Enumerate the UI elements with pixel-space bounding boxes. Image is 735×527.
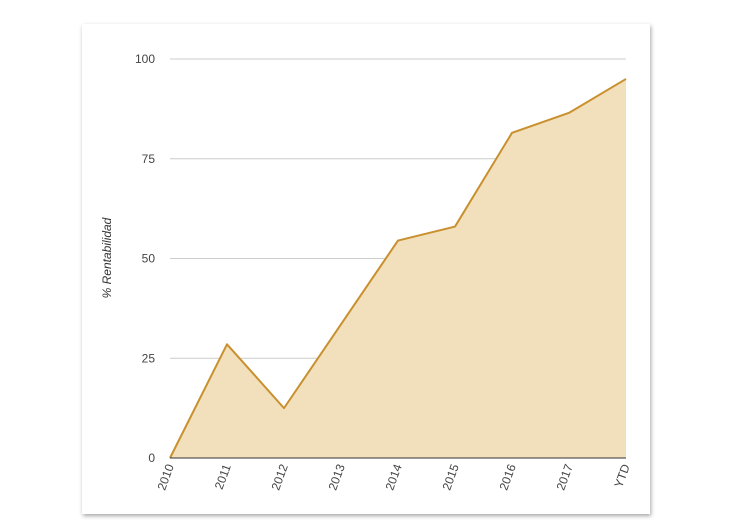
y-tick-label: 75 [142,152,156,166]
y-tick-label: 25 [142,351,156,365]
area-fill [170,78,626,458]
y-tick-label: 50 [142,252,156,266]
x-tick-label: 2016 [497,462,519,492]
x-tick-label: YTD [611,462,632,490]
x-tick-label: 2013 [326,462,348,492]
x-tick-label: 2011 [212,462,234,491]
x-tick-label: 2010 [155,462,177,492]
y-tick-label: 0 [148,451,155,465]
x-tick-label: 2012 [269,462,291,492]
x-tick-label: 2015 [440,462,462,492]
y-axis-label: % Rentabilidad [100,217,114,298]
x-tick-label: 2017 [554,462,576,492]
x-tick-label: 2014 [383,462,405,492]
y-tick-label: 100 [135,52,155,66]
